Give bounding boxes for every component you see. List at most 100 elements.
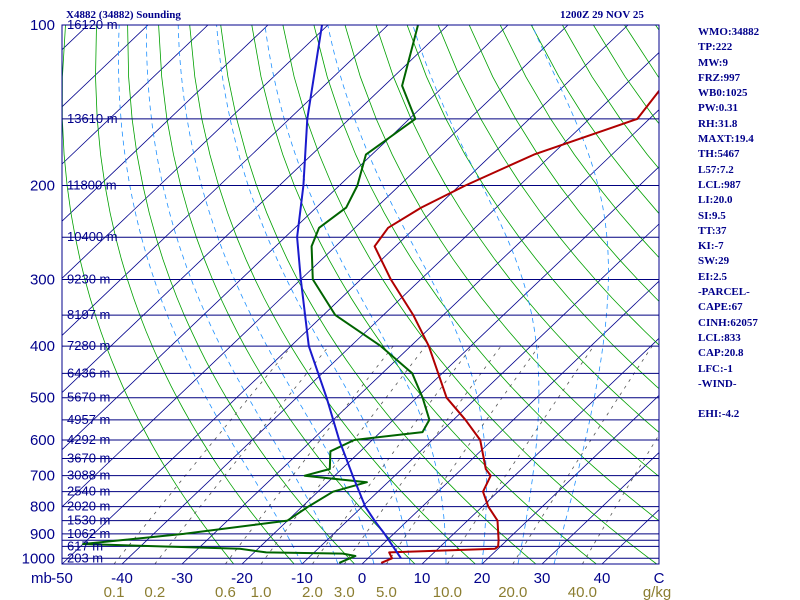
mixing-ratio-tick-label: 0.6 xyxy=(215,584,236,600)
chart-title: X4882 (34882) Sounding xyxy=(66,9,181,21)
dry-adiabat-line xyxy=(95,25,295,564)
pressure-tick-label: 900 xyxy=(30,526,55,543)
height-label: 1530 m xyxy=(67,513,110,528)
mixing-ratio-line xyxy=(343,345,502,564)
temperature-tick-label: 20 xyxy=(474,570,491,587)
height-label: 16120 m xyxy=(67,17,118,32)
mixing-ratio-tick-label: 5.0 xyxy=(376,584,397,600)
isobar-lines xyxy=(62,25,659,559)
index-value: CAPE:67 xyxy=(698,301,743,314)
index-value: -PARCEL- xyxy=(698,286,750,299)
dry-adiabat-line xyxy=(468,25,659,302)
index-value: SI:9.5 xyxy=(698,209,726,222)
pressure-tick-label: 1000 xyxy=(22,550,55,567)
index-value: SW:29 xyxy=(698,255,730,268)
index-value: EI:2.5 xyxy=(698,270,728,283)
isotherm-line xyxy=(62,25,209,165)
isotherm-lines xyxy=(0,25,659,564)
index-value: LFC:-1 xyxy=(698,362,733,375)
mixing-ratio-tick-label: 1.0 xyxy=(251,584,272,600)
temperature-tick-label: 0 xyxy=(358,570,366,587)
isotherm-line xyxy=(181,109,659,564)
height-labels: 16120 m 13610 m 11800 m 10400 m 9230 m 8197 m… xyxy=(67,17,118,565)
moist-adiabat-line xyxy=(216,25,411,564)
moist-adiabat-lines xyxy=(118,25,609,564)
temperature-unit-label: C xyxy=(654,570,665,587)
pressure-axis-labels: 100 200 300 400 500 600 700 800 900 1000 mb xyxy=(22,17,55,587)
dry-adiabat-line xyxy=(127,25,355,564)
sounding-traces xyxy=(82,25,659,564)
dry-adiabat-line xyxy=(62,25,235,564)
pressure-tick-label: 800 xyxy=(30,499,55,516)
height-label: 4292 m xyxy=(67,432,110,447)
mixing-ratio-unit-label: g/kg xyxy=(643,584,671,600)
sounding-time: 1200Z 29 NOV 25 xyxy=(560,9,644,21)
height-label: 4957 m xyxy=(67,412,110,427)
dewpoint-trace xyxy=(82,25,431,564)
isotherm-line xyxy=(121,52,659,564)
moist-adiabat-line xyxy=(146,25,339,564)
mixing-ratio-line xyxy=(312,345,473,564)
mixing-ratio-tick-label: 0.1 xyxy=(104,584,125,600)
isotherm-line xyxy=(62,25,629,564)
dry-adiabat-lines xyxy=(62,25,659,564)
index-value: RH:31.8 xyxy=(698,117,738,130)
index-value: TH:5467 xyxy=(698,148,740,161)
isotherm-line xyxy=(62,25,329,279)
index-value: -WIND- xyxy=(698,377,737,390)
plot-frame xyxy=(61,24,660,565)
isotherm-line xyxy=(0,25,28,564)
temperature-tick-label: -40 xyxy=(111,570,133,587)
temperature-tick-label: 30 xyxy=(534,570,551,587)
temperature-tick-label: -10 xyxy=(291,570,313,587)
height-label: 3670 m xyxy=(67,451,110,466)
index-value: CINH:62057 xyxy=(698,316,758,329)
dry-adiabat-line xyxy=(158,25,416,564)
moist-adiabat-line xyxy=(177,25,375,564)
parcel-trace xyxy=(296,25,402,559)
mixing-ratio-line xyxy=(260,345,426,564)
mixing-ratio-line xyxy=(386,345,540,564)
temperature-tick-label: -50 xyxy=(51,570,73,587)
pressure-tick-label: 600 xyxy=(30,432,55,449)
pressure-tick-label: 300 xyxy=(30,271,55,288)
index-value: LI:20.0 xyxy=(698,194,733,207)
index-value: TP:222 xyxy=(698,41,733,54)
isotherm-line xyxy=(62,25,389,336)
moist-adiabat-line xyxy=(412,25,540,564)
pressure-tick-label: 500 xyxy=(30,390,55,407)
isotherm-line xyxy=(541,452,659,564)
pressure-tick-label: 200 xyxy=(30,178,55,195)
isotherm-line xyxy=(241,166,659,564)
temperature-trace xyxy=(373,89,659,564)
height-label: 7280 m xyxy=(67,338,110,353)
mixing-ratio-lines xyxy=(113,345,659,564)
pressure-tick-label: 400 xyxy=(30,338,55,355)
height-label: 3088 m xyxy=(67,468,110,483)
index-value: KI:-7 xyxy=(698,240,724,253)
index-value: WMO:34882 xyxy=(698,26,760,38)
height-label: 9230 m xyxy=(67,271,110,286)
temperature-tick-label: 40 xyxy=(594,570,611,587)
pressure-unit-label: mb xyxy=(31,570,52,587)
indices-panel: WMO:34882 TP:222 MW:9 FRZ:997 WB0:1025 PW:0.3… xyxy=(698,25,798,423)
index-value: MAXT:19.4 xyxy=(698,133,754,146)
index-value: LCL:987 xyxy=(698,178,741,191)
index-value: FRZ:997 xyxy=(698,71,741,84)
index-value: MW:9 xyxy=(698,56,728,69)
dry-adiabat-line xyxy=(220,25,537,564)
moist-adiabat-line xyxy=(118,25,303,564)
height-label: 13610 m xyxy=(67,111,118,126)
height-label: 617 m xyxy=(67,538,103,553)
isotherm-line xyxy=(62,25,569,508)
height-label: 6436 m xyxy=(67,365,110,380)
moist-adiabat-line xyxy=(264,25,447,564)
index-value: LCL:833 xyxy=(698,331,741,344)
isotherm-line xyxy=(361,280,659,564)
mixing-ratio-line xyxy=(154,345,330,564)
pressure-tick-label: 100 xyxy=(30,17,55,34)
height-label: 203 m xyxy=(67,550,103,565)
isotherm-line xyxy=(62,25,449,394)
index-value: PW:0.31 xyxy=(698,102,739,115)
